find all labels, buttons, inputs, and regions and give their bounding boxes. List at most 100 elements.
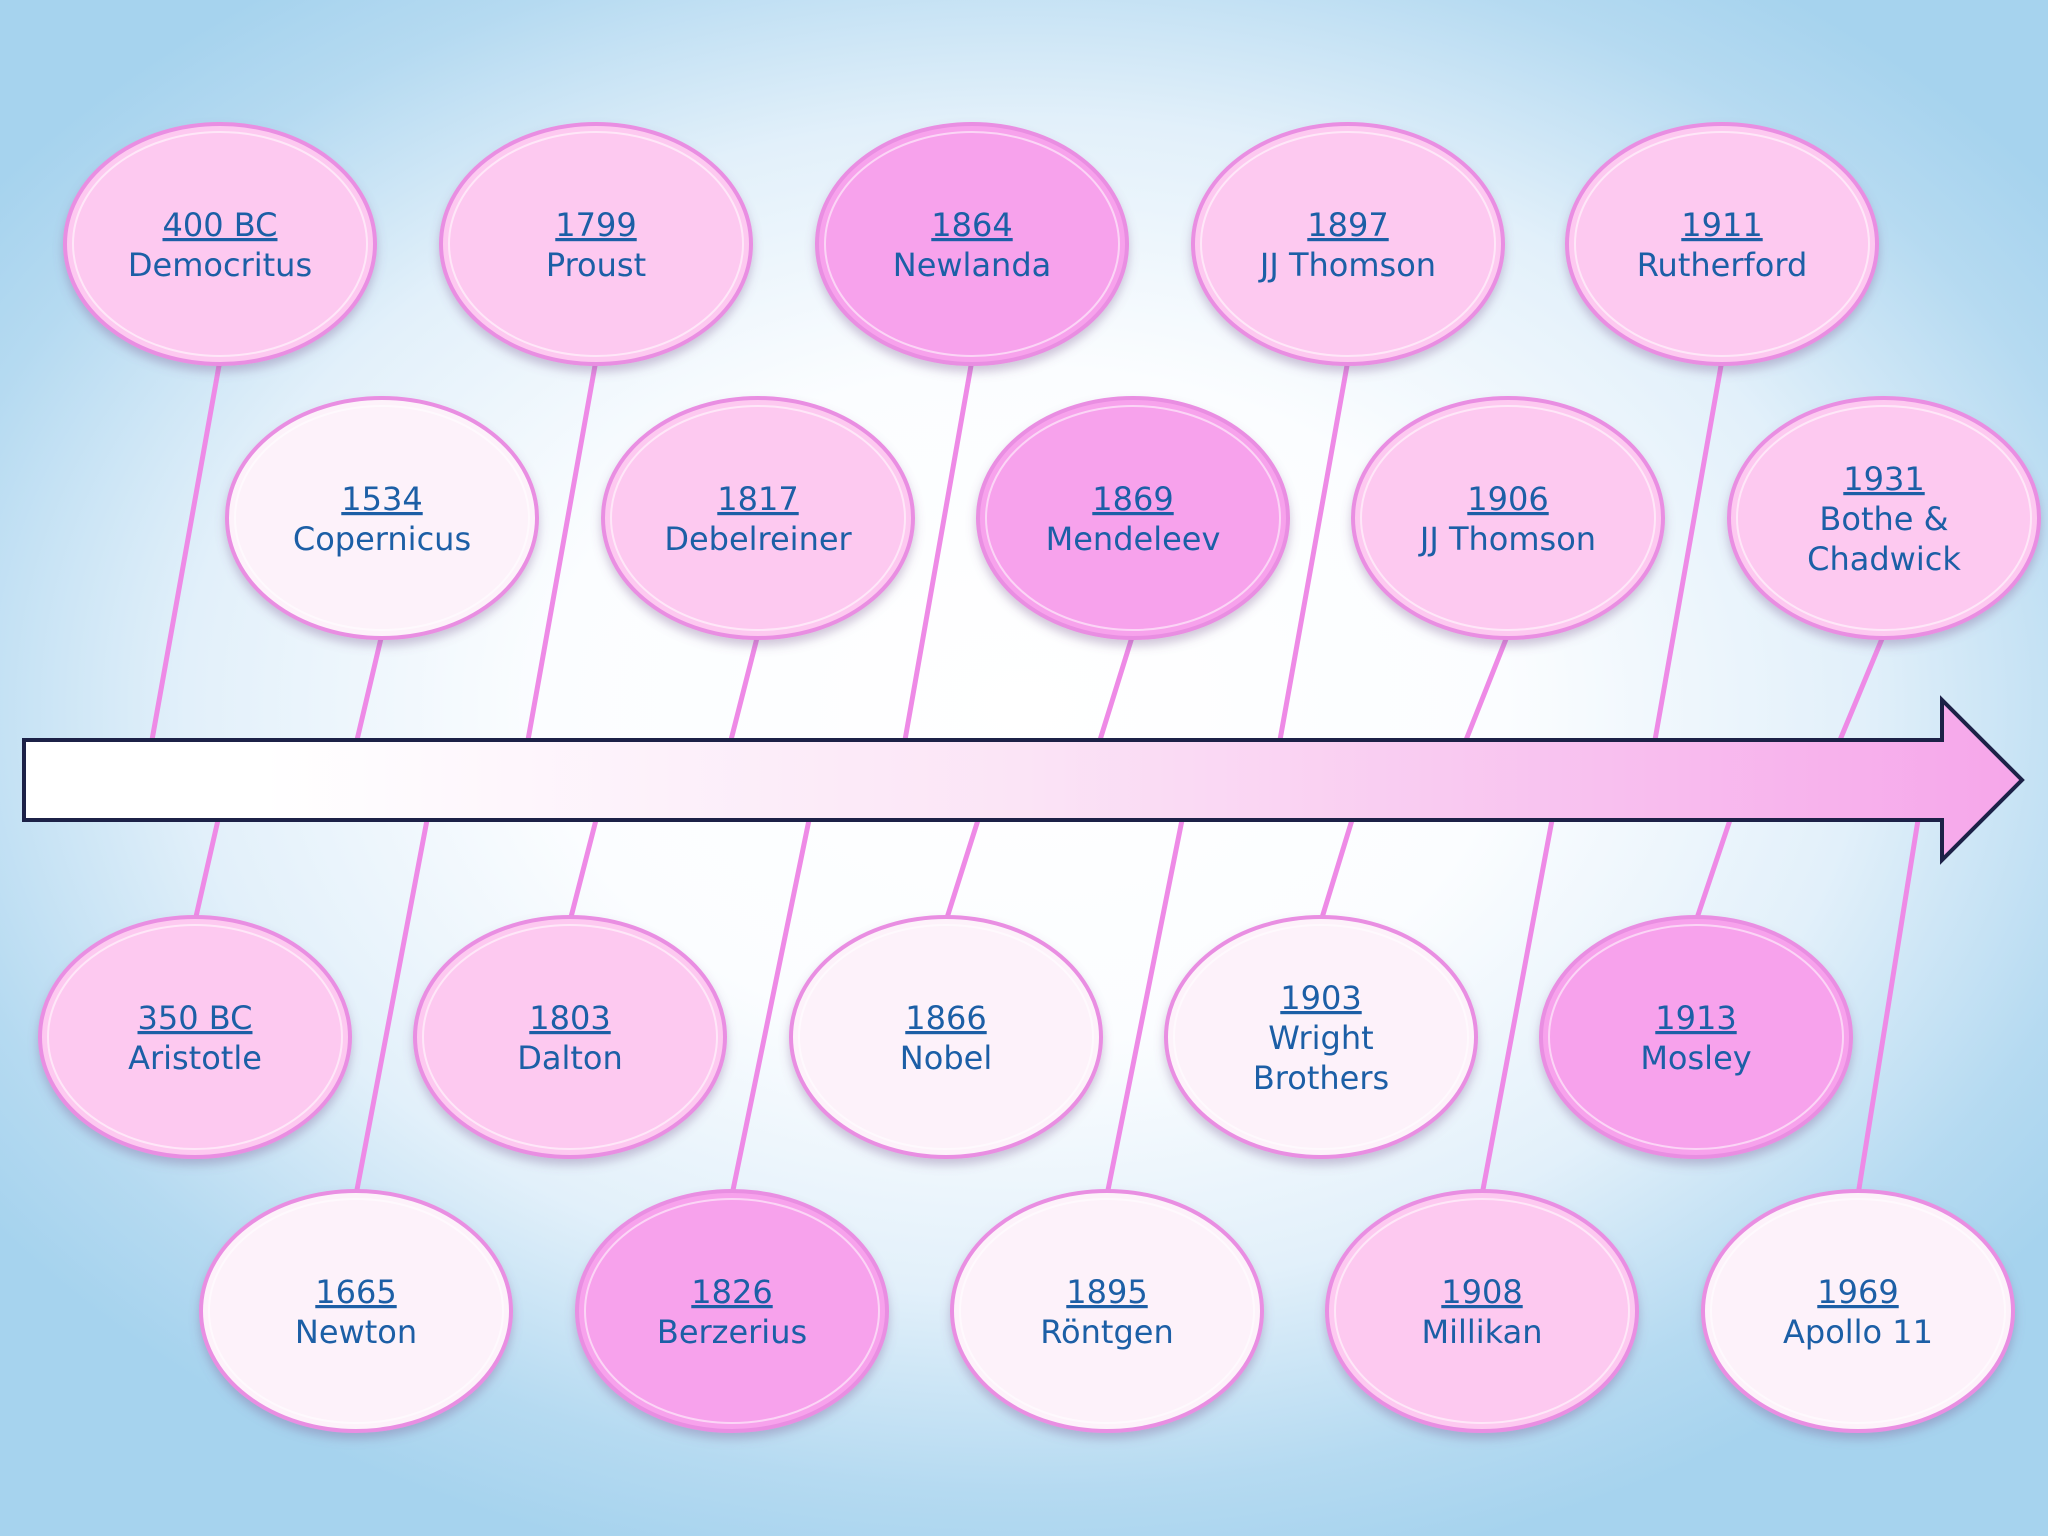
event-year-link[interactable]: 1817: [717, 480, 798, 518]
event-bubble: [225, 396, 539, 640]
timeline-events: 400 BCDemocritus1799Proust1864Newlanda18…: [38, 122, 2041, 1433]
event-year-link[interactable]: 1895: [1066, 1273, 1147, 1311]
event-name: Rutherford: [1637, 246, 1808, 284]
event-name: Nobel: [900, 1039, 992, 1077]
event-bubble: [63, 122, 377, 366]
connector-line: [1318, 817, 1355, 924]
event-bubble: [789, 915, 1103, 1159]
event-name: Wright: [1268, 1019, 1373, 1057]
event-year-link[interactable]: 400 BC: [163, 206, 278, 244]
connector-line: [1463, 631, 1511, 743]
event-year-link[interactable]: 1665: [315, 1273, 396, 1311]
event-bubble-highlight: [448, 131, 744, 357]
event-year-link[interactable]: 350 BC: [138, 999, 253, 1037]
event-bubble-highlight: [1360, 405, 1656, 631]
event-year-link[interactable]: 1911: [1681, 206, 1762, 244]
connector-lines: [149, 357, 1921, 1198]
event-year-link[interactable]: 1826: [691, 1273, 772, 1311]
event-year-link[interactable]: 1799: [555, 206, 636, 244]
event-year-link[interactable]: 1908: [1441, 1273, 1522, 1311]
event-bubble: [1701, 1189, 2015, 1433]
event-name: Apollo 11: [1783, 1313, 1933, 1351]
connector-line: [525, 357, 599, 743]
event-name: Brothers: [1253, 1059, 1389, 1097]
event-bubble-highlight: [208, 1198, 504, 1424]
event-year-link[interactable]: 1906: [1467, 480, 1548, 518]
event-name: Newlanda: [893, 246, 1052, 284]
event-name: Chadwick: [1807, 540, 1961, 578]
event-year-link[interactable]: 1534: [341, 480, 422, 518]
connector-line: [1837, 631, 1887, 743]
event-name: JJ Thomson: [1258, 246, 1436, 284]
event-bubble: [976, 396, 1290, 640]
event-year-link[interactable]: 1864: [931, 206, 1012, 244]
event-bubble: [1325, 1189, 1639, 1433]
event-bubble-highlight: [72, 131, 368, 357]
event-bubble: [815, 122, 1129, 366]
event-bubble: [1164, 915, 1478, 1159]
event-year-link[interactable]: 1903: [1280, 979, 1361, 1017]
event-year-link[interactable]: 1866: [905, 999, 986, 1037]
event-bubble: [1565, 122, 1879, 366]
event-name: Millikan: [1421, 1313, 1542, 1351]
event-bubble: [439, 122, 753, 366]
event-year-link[interactable]: 1897: [1307, 206, 1388, 244]
event-name: Mendeleev: [1046, 520, 1221, 558]
event-bubble: [1191, 122, 1505, 366]
event-bubble-highlight: [959, 1198, 1255, 1424]
event-bubble: [199, 1189, 513, 1433]
connector-line: [567, 817, 599, 924]
event-bubble-highlight: [47, 924, 343, 1150]
connector-line: [1693, 817, 1733, 924]
event-bubble-highlight: [1334, 1198, 1630, 1424]
event-bubble-highlight: [1173, 924, 1469, 1150]
event-name: Proust: [546, 246, 646, 284]
event-name: Newton: [295, 1313, 417, 1351]
event-year-link[interactable]: 1913: [1655, 999, 1736, 1037]
event-year-link[interactable]: 1869: [1092, 480, 1173, 518]
connector-line: [1097, 631, 1136, 743]
event-year-link[interactable]: 1803: [529, 999, 610, 1037]
event-year-link[interactable]: 1969: [1817, 1273, 1898, 1311]
event-bubble: [38, 915, 352, 1159]
event-bubble-highlight: [1574, 131, 1870, 357]
event-name: Berzerius: [657, 1313, 807, 1351]
event-bubble-highlight: [234, 405, 530, 631]
event-year-link[interactable]: 1931: [1843, 460, 1924, 498]
event-bubble-highlight: [422, 924, 718, 1150]
connector-line: [943, 817, 981, 924]
event-name: Debelreiner: [664, 520, 852, 558]
event-name: Dalton: [517, 1039, 623, 1077]
connector-line: [1479, 817, 1555, 1198]
connector-line: [728, 631, 761, 743]
event-bubble-highlight: [1736, 405, 2032, 631]
connector-line: [1652, 357, 1725, 743]
event-name: Democritus: [128, 246, 312, 284]
connector-line: [1104, 817, 1185, 1198]
event-name: Röntgen: [1040, 1313, 1173, 1351]
event-name: JJ Thomson: [1418, 520, 1596, 558]
connector-line: [149, 357, 223, 743]
event-bubble-highlight: [584, 1198, 880, 1424]
